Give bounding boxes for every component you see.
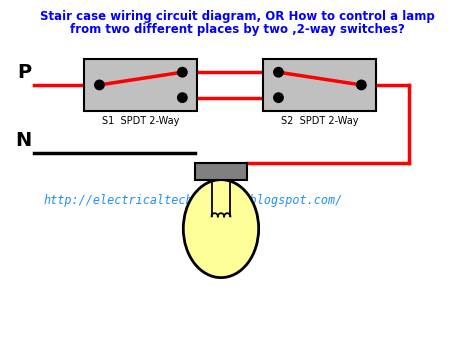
Text: N: N (15, 132, 32, 150)
Bar (195, 163, 247, 180)
Text: S1  SPDT 2-Way: S1 SPDT 2-Way (102, 116, 180, 126)
Circle shape (178, 93, 187, 102)
Ellipse shape (183, 180, 259, 278)
FancyBboxPatch shape (84, 59, 198, 111)
Text: http://electricaltechnology1.blogspot.com/: http://electricaltechnology1.blogspot.co… (43, 194, 342, 207)
Text: Stair case wiring circuit diagram, OR How to control a lamp: Stair case wiring circuit diagram, OR Ho… (40, 10, 434, 23)
Text: from two different places by two ,2-way switches?: from two different places by two ,2-way … (70, 23, 404, 36)
Text: S2  SPDT 2-Way: S2 SPDT 2-Way (281, 116, 359, 126)
Circle shape (274, 68, 283, 77)
Circle shape (178, 68, 187, 77)
Circle shape (356, 80, 366, 90)
Circle shape (95, 80, 104, 90)
FancyBboxPatch shape (264, 59, 376, 111)
Text: P: P (18, 63, 32, 82)
Circle shape (274, 93, 283, 102)
